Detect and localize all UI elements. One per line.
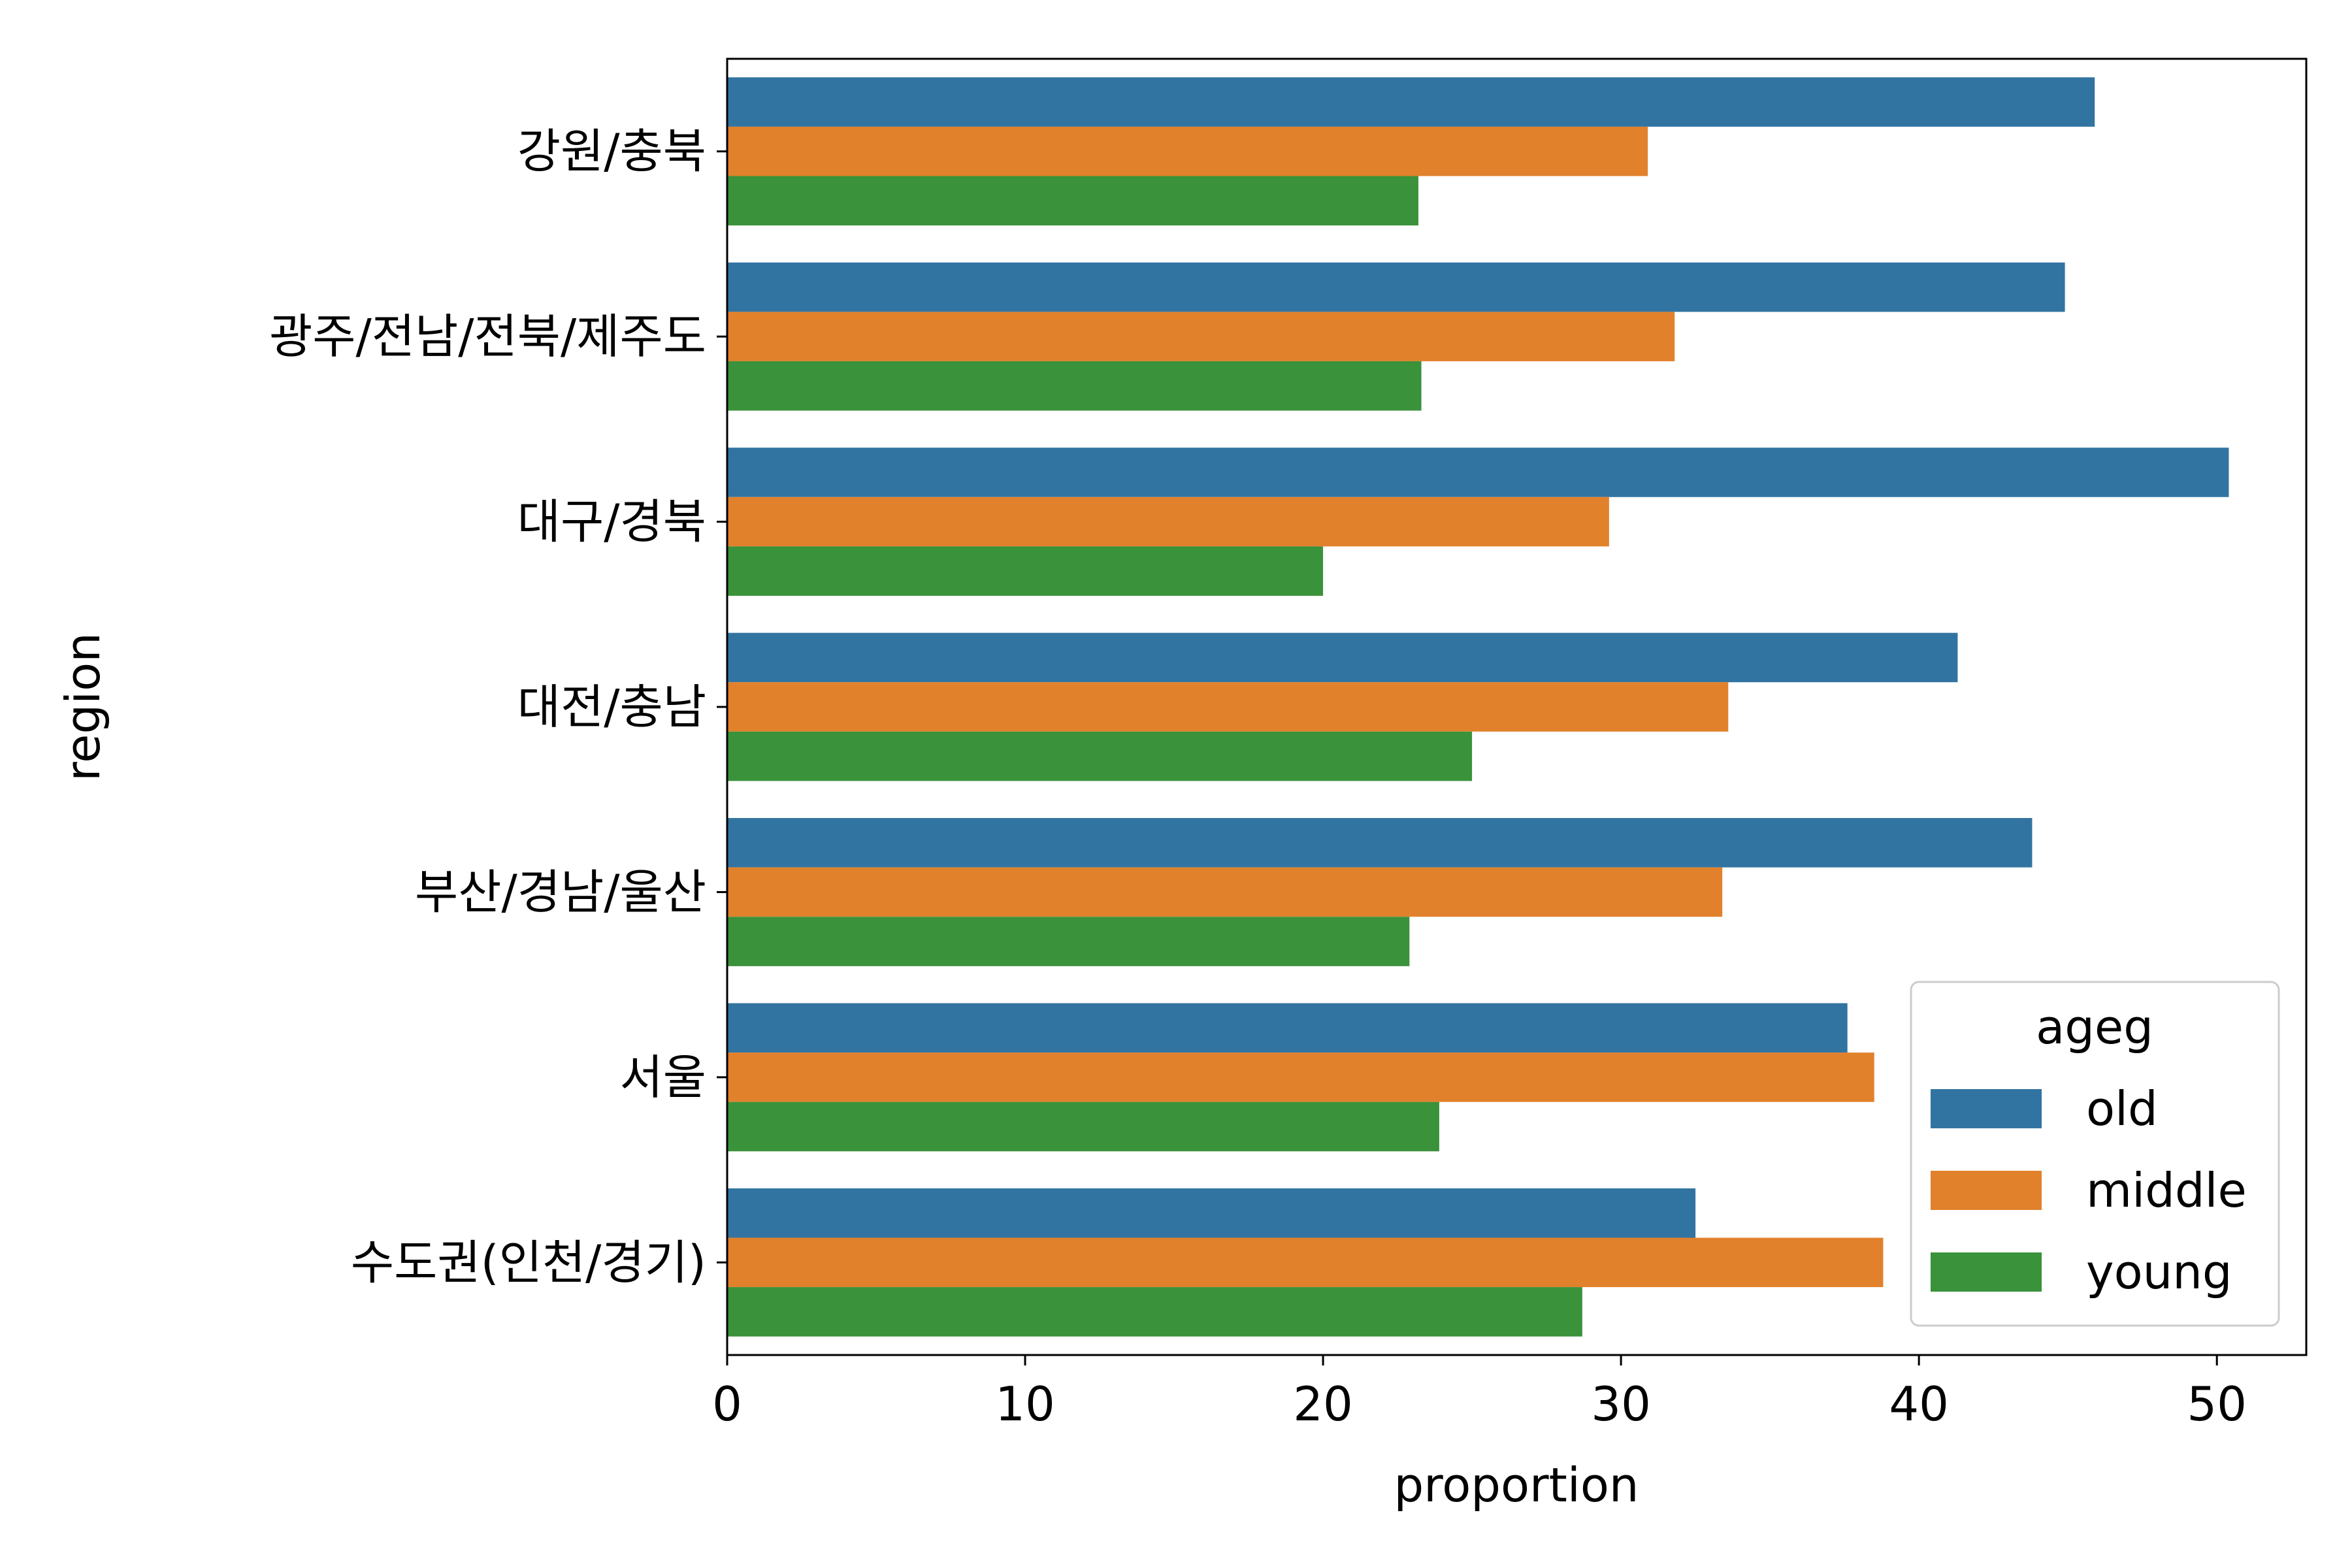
- bar-middle-2: [727, 497, 1609, 547]
- legend-entries: old middle young: [1931, 1081, 2247, 1299]
- bar-middle-6: [727, 1237, 1884, 1288]
- y-tick-label: 부산/경남/울산: [415, 864, 706, 919]
- y-tick-label: 서울: [620, 1050, 706, 1105]
- legend-title: ageg: [2036, 1000, 2153, 1054]
- bar-old-1: [727, 262, 2065, 312]
- x-tick-label: 20: [1293, 1377, 1353, 1431]
- legend-swatch-old: [1931, 1089, 2042, 1128]
- bar-old-6: [727, 1188, 1696, 1238]
- x-tick-label: 40: [1889, 1377, 1949, 1431]
- bar-old-2: [727, 448, 2229, 497]
- bar-old-0: [727, 77, 2095, 127]
- legend-label-young: young: [2086, 1245, 2232, 1299]
- legend-label-middle: middle: [2086, 1163, 2247, 1218]
- bar-young-6: [727, 1287, 1582, 1337]
- legend-swatch-young: [1931, 1252, 2042, 1292]
- y-tick-label: 대구/경북: [517, 495, 706, 549]
- x-tick-group: 0 10 20 30 40 50: [712, 1355, 2247, 1431]
- plot-frame: [726, 57, 2308, 1356]
- bar-old-4: [727, 818, 2033, 868]
- legend-frame: [1910, 981, 2280, 1327]
- bar-young-1: [727, 361, 1422, 411]
- x-tick-label: 30: [1591, 1377, 1651, 1431]
- x-axis-label: proportion: [1394, 1458, 1639, 1512]
- bar-middle-3: [727, 682, 1729, 732]
- bar-young-2: [727, 546, 1324, 596]
- bar-young-4: [727, 917, 1410, 966]
- bar-middle-4: [727, 867, 1723, 917]
- y-tick-label: 대전/충남: [517, 679, 706, 734]
- y-tick-label: 수도권(인천/경기): [351, 1235, 706, 1290]
- x-tick-label: 10: [995, 1377, 1055, 1431]
- bar-middle-1: [727, 312, 1675, 361]
- bar-old-3: [727, 632, 1958, 683]
- bar-old-5: [727, 1003, 1848, 1053]
- x-tick-label: 0: [712, 1377, 742, 1431]
- bar-young-5: [727, 1102, 1439, 1152]
- y-tick-label: 광주/전남/전북/제주도: [269, 309, 706, 364]
- legend-label-old: old: [2086, 1081, 2158, 1136]
- bar-middle-5: [727, 1053, 1874, 1102]
- legend-swatch-middle: [1931, 1171, 2042, 1210]
- y-tick-label: 강원/충북: [517, 124, 706, 179]
- bar-young-3: [727, 731, 1473, 781]
- bar-young-0: [727, 176, 1419, 226]
- bars-group: [727, 77, 2229, 1337]
- bar-middle-0: [727, 126, 1648, 176]
- legend: ageg old middle young: [1910, 981, 2280, 1327]
- x-tick-label: 50: [2187, 1377, 2247, 1431]
- y-tick-group: 강원/충북광주/전남/전북/제주도대구/경북대전/충남부산/경남/울산서울수도권…: [269, 124, 727, 1290]
- y-axis-label: region: [56, 632, 110, 781]
